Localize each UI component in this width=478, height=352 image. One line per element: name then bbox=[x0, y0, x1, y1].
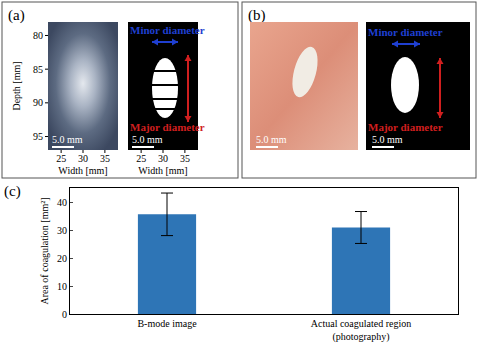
svg-text:5.0 mm: 5.0 mm bbox=[52, 134, 83, 145]
svg-text:(c): (c) bbox=[4, 183, 21, 200]
svg-text:0: 0 bbox=[62, 309, 67, 320]
svg-text:80: 80 bbox=[33, 30, 43, 41]
svg-text:5.0 mm: 5.0 mm bbox=[132, 134, 163, 145]
svg-text:Major diameter: Major diameter bbox=[130, 121, 205, 133]
svg-text:(b): (b) bbox=[248, 7, 266, 24]
svg-text:Width [mm]: Width [mm] bbox=[138, 165, 187, 176]
svg-text:35: 35 bbox=[100, 153, 110, 164]
svg-text:Minor diameter: Minor diameter bbox=[130, 24, 205, 36]
svg-text:5.0 mm: 5.0 mm bbox=[256, 134, 287, 145]
svg-text:10: 10 bbox=[57, 281, 67, 292]
svg-text:Actual coagulated region(photo: Actual coagulated region(photography) bbox=[311, 318, 412, 343]
svg-text:25: 25 bbox=[136, 153, 146, 164]
svg-text:Width [mm]: Width [mm] bbox=[58, 165, 107, 176]
svg-text:Depth [mm]: Depth [mm] bbox=[11, 61, 22, 110]
svg-text:Area of coagulation [mm²]: Area of coagulation [mm²] bbox=[39, 197, 50, 304]
svg-text:30: 30 bbox=[57, 225, 67, 236]
svg-text:(a): (a) bbox=[8, 7, 25, 24]
svg-text:5.0 mm: 5.0 mm bbox=[372, 134, 403, 145]
svg-text:25: 25 bbox=[56, 153, 66, 164]
svg-text:20: 20 bbox=[57, 253, 67, 264]
svg-text:95: 95 bbox=[33, 131, 43, 142]
svg-text:85: 85 bbox=[33, 64, 43, 75]
svg-text:B-mode image: B-mode image bbox=[137, 318, 197, 329]
svg-text:40: 40 bbox=[57, 197, 67, 208]
svg-text:90: 90 bbox=[33, 97, 43, 108]
svg-text:30: 30 bbox=[78, 153, 88, 164]
svg-text:30: 30 bbox=[158, 153, 168, 164]
svg-text:Minor diameter: Minor diameter bbox=[368, 26, 443, 38]
svg-text:Major diameter: Major diameter bbox=[368, 121, 443, 133]
svg-text:35: 35 bbox=[180, 153, 190, 164]
